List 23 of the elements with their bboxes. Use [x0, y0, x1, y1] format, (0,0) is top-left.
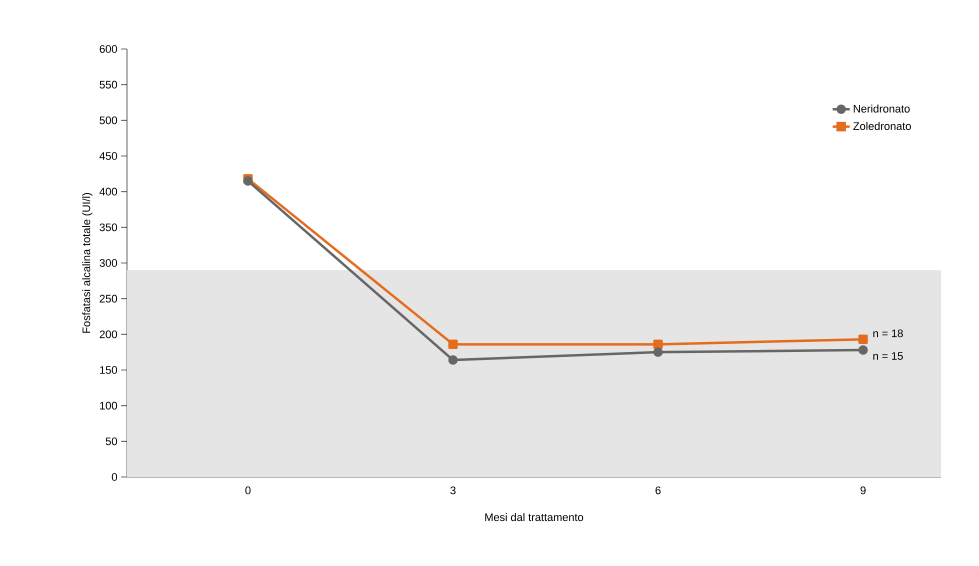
y-tick-label: 200 — [100, 330, 118, 338]
annotation: n = 18 — [873, 329, 903, 338]
y-tick-label: 500 — [100, 116, 118, 124]
x-tick-label: 6 — [656, 486, 661, 494]
y-tick-label: 300 — [100, 259, 118, 267]
y-tick-label: 250 — [100, 294, 118, 303]
y-tick-label: 50 — [106, 437, 118, 446]
x-tick-label: 0 — [245, 486, 251, 494]
legend-label: Zoledronato — [853, 122, 911, 130]
annotation: n = 15 — [873, 352, 903, 360]
y-tick-label: 400 — [99, 188, 118, 196]
legend-label: Neridronato — [854, 104, 910, 113]
x-axis-title: Mesi dal trattamento — [485, 513, 584, 522]
y-axis-title: Fosfatasi alcalina totale (UI/l) — [82, 193, 92, 333]
x-tick-label: 9 — [860, 486, 866, 494]
x-tick-label: 3 — [450, 486, 456, 494]
y-tick-label: 450 — [99, 152, 118, 160]
y-tick-label: 0 — [112, 473, 118, 481]
y-tick-label: 550 — [100, 80, 118, 89]
y-tick-label: 350 — [100, 223, 118, 232]
y-tick-label: 600 — [100, 45, 118, 53]
y-tick-label: 100 — [100, 402, 118, 410]
y-tick-label: 150 — [100, 366, 118, 374]
